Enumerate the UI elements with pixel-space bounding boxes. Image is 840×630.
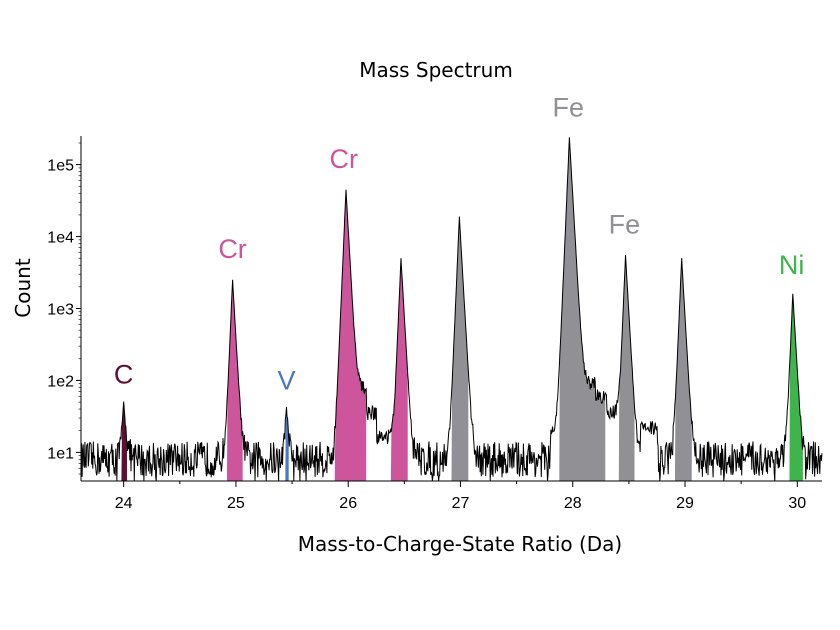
range-fill-fe [559,137,606,482]
peak-label-fe: Fe [553,92,585,122]
y-tick-label: 1e4 [47,230,74,247]
x-tick-label: 27 [452,495,470,512]
range-fill-cr [334,189,367,481]
chart-title: Mass Spectrum [359,58,513,82]
x-tick-label: 29 [676,495,694,512]
axes: 24 25 26 27 28 29 30 1e1 1e2 1e3 1e4 1e5 [47,136,822,512]
peak-label-cr: Cr [329,144,358,174]
peak-labels: C Cr V Cr Fe Fe Ni [114,92,805,395]
spectrum-line [80,137,823,482]
range-fills [121,137,803,482]
peak-label-cr: Cr [218,234,247,264]
x-tick-label: 25 [227,495,245,512]
range-fill-cr [226,279,243,481]
x-tick-label: 28 [564,495,582,512]
peak-label-fe: Fe [609,210,641,240]
range-fill-ni [789,293,803,481]
y-tick-label: 1e2 [47,373,74,390]
x-tick-label: 26 [339,495,357,512]
x-tick-label: 24 [115,495,133,512]
range-fill-fe [674,258,692,481]
peak-label-c: C [114,360,134,390]
range-fill-c [121,401,128,481]
x-tick-label: 30 [788,495,806,512]
range-fill-fe [618,255,635,481]
y-tick-label: 1e5 [47,158,74,175]
x-axis-label: Mass-to-Charge-State Ratio (Da) [298,532,622,556]
y-tick-label: 1e3 [47,302,74,319]
y-axis-label: Count [11,258,35,318]
peak-label-v: V [277,365,295,395]
range-fill-fe [451,216,469,481]
peak-label-ni: Ni [779,250,805,280]
y-tick-label: 1e1 [47,445,74,462]
range-fill-cr [390,258,408,481]
